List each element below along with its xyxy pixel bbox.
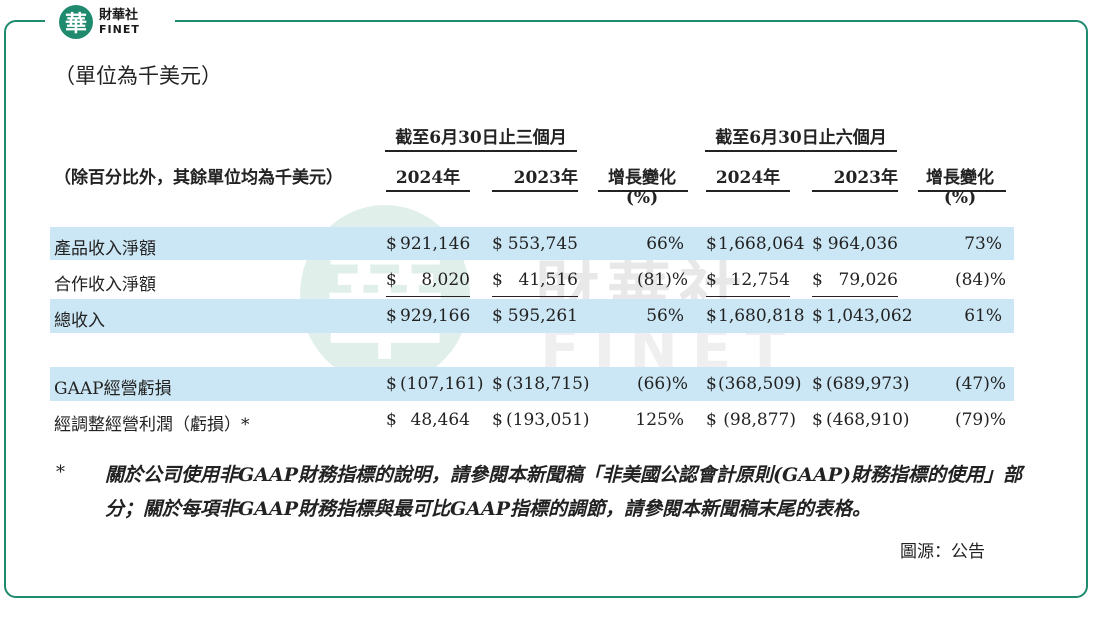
subtotal-underline xyxy=(706,296,790,298)
currency-symbol: $ xyxy=(492,270,503,290)
currency-symbol: $ xyxy=(386,270,397,290)
col-2024-three: 2024年 xyxy=(395,168,461,188)
cell-value: (689,973) xyxy=(826,374,910,394)
currency-symbol: $ xyxy=(812,410,823,430)
row-band-total xyxy=(50,299,1014,333)
period-three-underline xyxy=(385,150,577,152)
currency-symbol: $ xyxy=(492,374,503,394)
cell-value: (468,910) xyxy=(826,410,910,430)
col-change-six-underline xyxy=(918,190,1006,192)
cell-value: 125% xyxy=(635,410,684,430)
currency-symbol: $ xyxy=(812,374,823,394)
currency-symbol: $ xyxy=(706,234,717,254)
col-2023-six: 2023年 xyxy=(833,168,898,188)
row-label: 經調整經營利潤（虧損）* xyxy=(54,415,250,435)
cell-value: (107,161) xyxy=(400,374,484,394)
finet-logo: 華 財華社 FINET xyxy=(45,0,175,44)
logo-emblem-icon: 華 xyxy=(59,5,93,39)
cell-value: 921,146 xyxy=(400,234,471,254)
cell-value: 929,166 xyxy=(400,306,471,326)
col-change-six: 增長變化(%) xyxy=(926,168,994,208)
currency-symbol: $ xyxy=(492,410,503,430)
currency-symbol: $ xyxy=(386,306,397,326)
currency-symbol: $ xyxy=(706,306,717,326)
cell-value: 1,668,064 xyxy=(718,234,805,254)
period-three-months-header: 截至6月30日止三個月 xyxy=(395,128,567,148)
currency-symbol: $ xyxy=(386,234,397,254)
cell-value: (98,877) xyxy=(723,410,796,430)
currency-symbol: $ xyxy=(812,306,823,326)
subtotal-underline xyxy=(812,296,898,298)
cell-value: 8,020 xyxy=(421,270,470,290)
footnote-marker: * xyxy=(56,462,65,483)
cell-value: 1,043,062 xyxy=(826,306,913,326)
cell-value: 964,036 xyxy=(827,234,898,254)
logo-english-name: FINET xyxy=(99,23,140,36)
cell-value: 73% xyxy=(964,234,1002,254)
cell-value: 48,464 xyxy=(410,410,470,430)
currency-symbol: $ xyxy=(812,270,823,290)
row-label: 總收入 xyxy=(54,311,105,331)
cell-value: 61% xyxy=(964,306,1002,326)
currency-symbol: $ xyxy=(386,374,397,394)
row-band-product xyxy=(50,227,1014,260)
unit-title: （單位為千美元） xyxy=(54,64,222,88)
period-six-underline xyxy=(705,150,897,152)
currency-symbol: $ xyxy=(706,410,717,430)
cell-value: (81)% xyxy=(636,270,688,290)
cell-value: 553,745 xyxy=(507,234,578,254)
cell-value: 79,026 xyxy=(838,270,898,290)
logo-chinese-name: 財華社 xyxy=(99,8,139,23)
row-label: 合作收入淨額 xyxy=(54,275,156,295)
currency-symbol: $ xyxy=(386,410,397,430)
subtotal-underline xyxy=(492,296,578,298)
footnote-text: 關於公司使用非GAAP財務指標的說明，請參閱本新聞稿「非美國公認會計原則(GAA… xyxy=(105,464,1022,520)
currency-symbol: $ xyxy=(492,306,503,326)
col-2024-three-underline xyxy=(386,190,470,192)
period-six-months-header: 截至6月30日止六個月 xyxy=(715,128,887,148)
currency-symbol: $ xyxy=(706,374,717,394)
currency-symbol: $ xyxy=(492,234,503,254)
content-frame xyxy=(4,20,1088,598)
cell-value: (368,509) xyxy=(718,374,802,394)
cell-value: (79)% xyxy=(954,410,1006,430)
currency-symbol: $ xyxy=(812,234,823,254)
col-change-three-underline xyxy=(598,190,688,192)
cell-value: (318,715) xyxy=(506,374,590,394)
col-2023-six-underline xyxy=(812,190,898,192)
cell-value: (47)% xyxy=(954,374,1006,394)
col-2023-three: 2023年 xyxy=(513,168,578,188)
col-2024-six: 2024年 xyxy=(715,168,781,188)
col-2023-three-underline xyxy=(492,190,578,192)
row-label: 產品收入淨額 xyxy=(54,239,156,259)
subtotal-underline xyxy=(386,296,470,298)
cell-value: 41,516 xyxy=(518,270,578,290)
cell-value: (84)% xyxy=(954,270,1006,290)
col-2024-six-underline xyxy=(706,190,790,192)
image-source: 圖源：公告 xyxy=(900,542,985,562)
row-band-gaap xyxy=(50,367,1014,401)
row-label: GAAP經營虧損 xyxy=(54,379,172,399)
cell-value: 56% xyxy=(646,306,684,326)
cell-value: 1,680,818 xyxy=(718,306,805,326)
col-change-three: 增長變化(%) xyxy=(608,168,676,208)
cell-value: (193,051) xyxy=(506,410,590,430)
cell-value: 66% xyxy=(646,234,684,254)
currency-symbol: $ xyxy=(706,270,717,290)
logo-text: 財華社 FINET xyxy=(99,9,140,35)
table-unit-note: （除百分比外，其餘單位均為千美元） xyxy=(54,168,343,188)
cell-value: 595,261 xyxy=(507,306,578,326)
cell-value: 12,754 xyxy=(730,270,790,290)
cell-value: (66)% xyxy=(636,374,688,394)
